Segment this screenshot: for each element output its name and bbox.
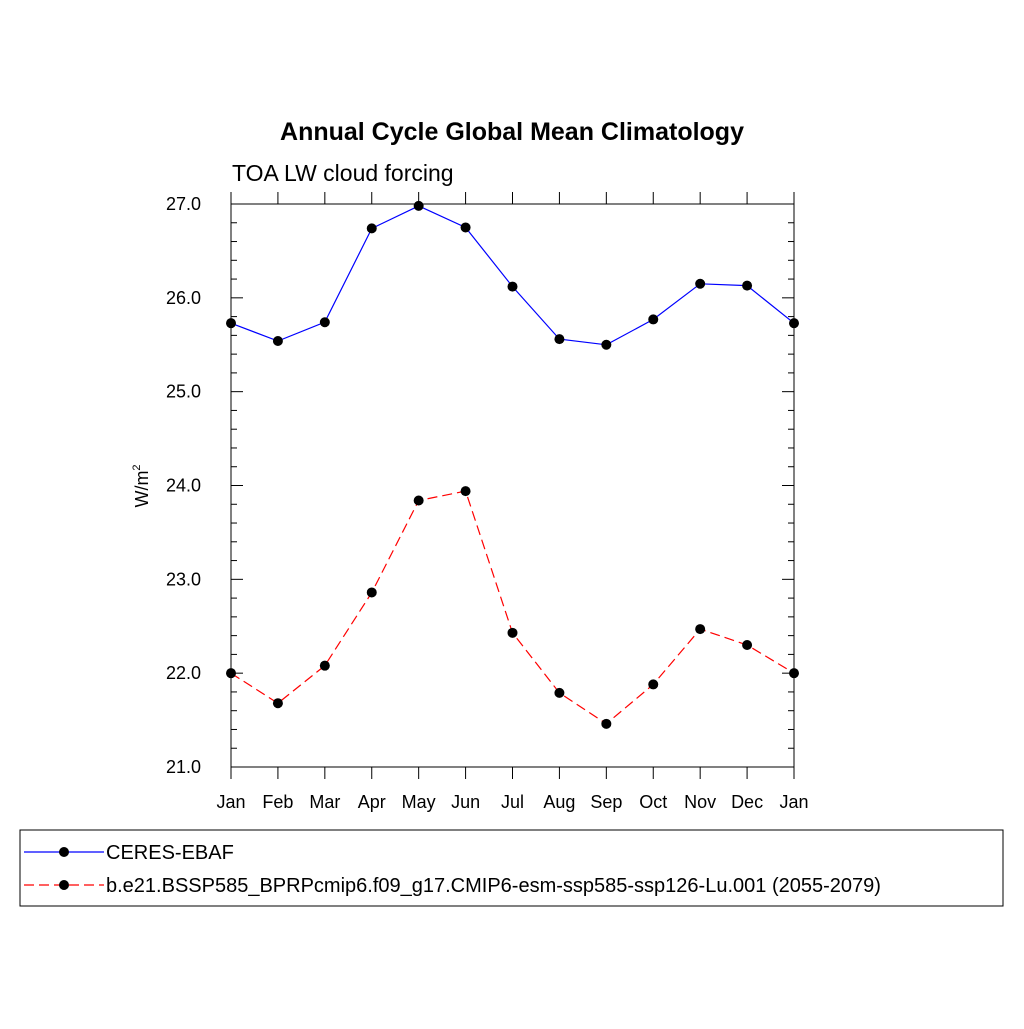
y-tick-label: 27.0 xyxy=(166,194,201,214)
chart-subtitle: TOA LW cloud forcing xyxy=(232,160,454,186)
y-tick-label: 24.0 xyxy=(166,476,201,496)
data-point xyxy=(742,280,753,291)
x-tick-label: Feb xyxy=(262,792,293,812)
legend-marker xyxy=(59,880,69,890)
data-point xyxy=(789,668,799,679)
data-point xyxy=(413,495,424,506)
data-point xyxy=(648,314,659,325)
data-point xyxy=(460,486,471,497)
y-tick-label: 21.0 xyxy=(166,757,201,777)
axes: 21.0 22.0 23.0 24.0 25.0 26.0 27.0 Jan Feb Mar Apr… xyxy=(166,192,809,812)
x-tick-label: Aug xyxy=(543,792,575,812)
data-point xyxy=(272,335,283,346)
data-point xyxy=(789,318,799,329)
legend-label: b.e21.BSSP585_BPRPcmip6.f09_g17.CMIP6-es… xyxy=(106,875,881,897)
legend-marker xyxy=(59,847,69,857)
x-tick-label: Apr xyxy=(358,792,386,812)
y-tick-label: 23.0 xyxy=(166,569,201,589)
legend-label: CERES-EBAF xyxy=(106,842,234,864)
x-tick-label: May xyxy=(402,792,436,812)
data-point xyxy=(601,339,612,350)
series-2 xyxy=(226,486,799,729)
y-tick-label: 22.0 xyxy=(166,663,201,683)
data-point xyxy=(226,668,236,679)
x-tick-label: Mar xyxy=(309,792,340,812)
data-point xyxy=(272,698,283,709)
data-point xyxy=(601,718,612,729)
x-tick-label: Nov xyxy=(684,792,716,812)
data-point xyxy=(319,317,330,328)
data-point xyxy=(695,278,706,289)
series-1 xyxy=(226,200,799,350)
x-tick-label: Oct xyxy=(639,792,667,812)
data-point xyxy=(742,640,753,651)
data-point xyxy=(319,660,330,671)
y-axis-label-text: W/m xyxy=(132,471,152,508)
data-point xyxy=(695,624,706,635)
svg-text:W/m2: W/m2 xyxy=(131,464,152,507)
x-tick-label: Dec xyxy=(731,792,763,812)
data-point xyxy=(554,334,565,345)
data-point xyxy=(366,223,377,234)
series-layer xyxy=(226,200,799,729)
data-point xyxy=(507,627,518,638)
data-point xyxy=(507,281,518,292)
data-point xyxy=(366,587,377,598)
legend-box xyxy=(19,829,1004,907)
data-point xyxy=(554,687,565,698)
series-line xyxy=(230,490,795,725)
data-point xyxy=(648,679,659,690)
legend: CERES-EBAF b.e21.BSSP585_BPRPcmip6.f09_g1… xyxy=(19,829,1004,907)
x-tick-label: Sep xyxy=(590,792,622,812)
series-line xyxy=(230,205,795,346)
y-tick-label: 25.0 xyxy=(166,382,201,402)
x-tick-label: Jan xyxy=(779,792,808,812)
x-tick-label: Jun xyxy=(451,792,480,812)
y-tick-label: 26.0 xyxy=(166,288,201,308)
y-axis-label: W/m2 xyxy=(131,464,152,507)
x-tick-label: Jul xyxy=(501,792,524,812)
data-point xyxy=(413,200,424,211)
data-point xyxy=(226,318,236,329)
y-axis-label-superscript: 2 xyxy=(131,464,143,470)
chart-title: Annual Cycle Global Mean Climatology xyxy=(280,118,744,146)
x-tick-label: Jan xyxy=(216,792,245,812)
data-point xyxy=(460,222,471,233)
